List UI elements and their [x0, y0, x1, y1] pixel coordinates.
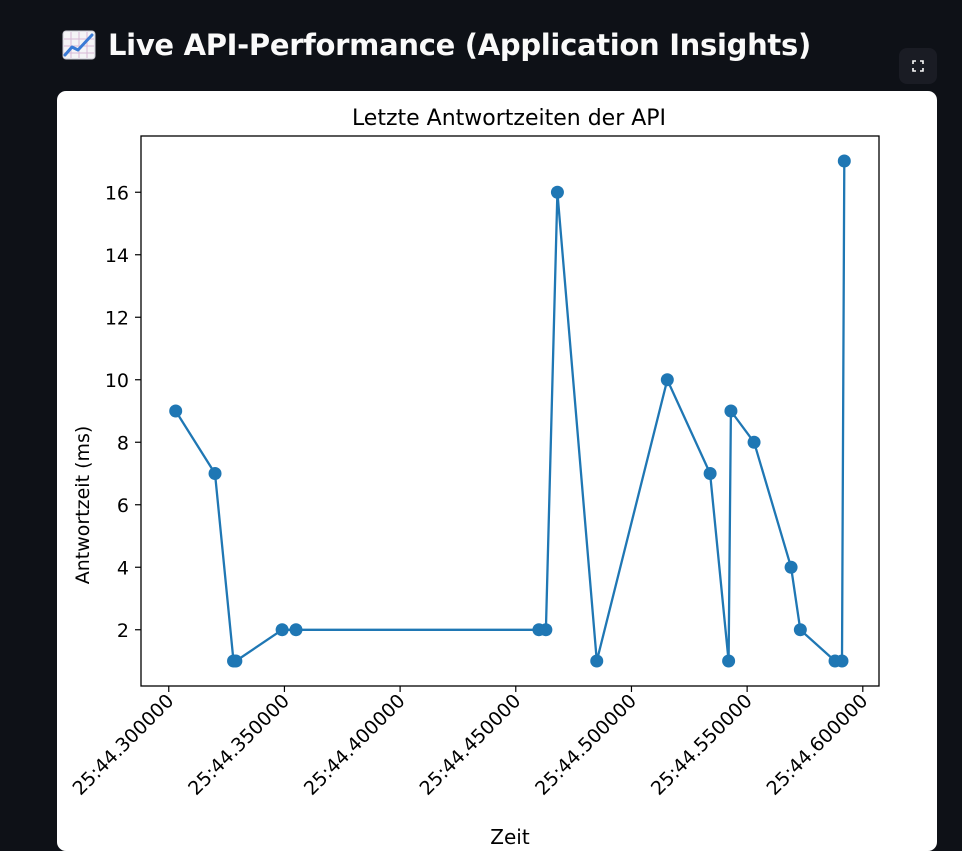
data-point: [275, 623, 289, 637]
data-point: [724, 404, 738, 418]
data-point: [289, 623, 303, 637]
data-point: [169, 404, 183, 418]
x-tick-label: 25:44.400000: [300, 690, 410, 800]
data-point: [539, 623, 553, 637]
chart-title: Letzte Antwortzeiten der API: [352, 106, 666, 131]
fullscreen-button[interactable]: [899, 48, 937, 84]
x-tick-label: 25:44.350000: [184, 690, 294, 800]
data-point: [550, 185, 564, 199]
x-axis-label: Zeit: [490, 825, 530, 849]
data-point: [590, 654, 604, 668]
data-point: [837, 154, 851, 168]
y-tick-label: 2: [117, 620, 129, 642]
data-point: [793, 623, 807, 637]
x-tick-label: 25:44.300000: [68, 690, 178, 800]
chart-increasing-icon: [62, 30, 96, 60]
x-tick-label: 25:44.500000: [531, 690, 641, 800]
x-tick-label: 25:44.600000: [763, 690, 873, 800]
line-chart: Letzte Antwortzeiten der API 25:44.30000…: [68, 106, 880, 849]
y-tick-label: 6: [117, 495, 129, 517]
y-tick-label: 12: [105, 307, 129, 329]
x-tick-label: 25:44.450000: [415, 690, 525, 800]
y-axis-label: Antwortzeit (ms): [72, 426, 94, 585]
y-tick-label: 16: [105, 182, 129, 204]
plot-frame: [140, 135, 880, 687]
data-point: [660, 373, 674, 387]
y-tick-label: 4: [117, 557, 129, 579]
data-point: [703, 467, 717, 480]
data-point: [747, 435, 761, 449]
series-line: [174, 160, 846, 663]
data-point: [784, 560, 798, 574]
x-tick-label: 25:44.550000: [647, 690, 757, 800]
fullscreen-icon: [912, 60, 924, 72]
y-tick-label: 8: [117, 432, 129, 454]
y-tick-label: 10: [105, 370, 129, 392]
chart-panel: Letzte Antwortzeiten der API 25:44.30000…: [57, 91, 937, 851]
data-point: [835, 654, 849, 668]
page-header: Live API-Performance (Application Insigh…: [62, 28, 811, 62]
page-title: Live API-Performance (Application Insigh…: [108, 28, 811, 62]
y-tick-label: 14: [105, 245, 129, 267]
data-point: [229, 654, 243, 668]
data-point: [208, 467, 222, 480]
data-point: [722, 654, 736, 668]
